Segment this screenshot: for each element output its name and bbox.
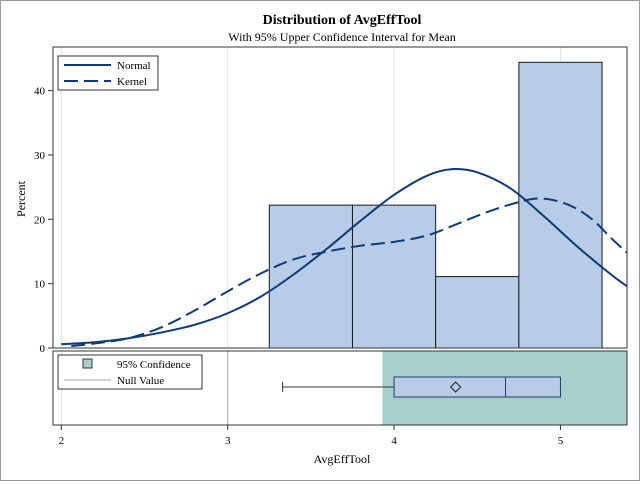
confidence-swatch bbox=[82, 358, 93, 369]
x-axis-label: AvgEffTool bbox=[314, 452, 371, 466]
y-axis: 0 10 20 30 40 bbox=[34, 86, 53, 355]
x-tick-label-3: 3 bbox=[225, 435, 231, 447]
lower-legend-box bbox=[57, 354, 203, 390]
histogram-bar-2 bbox=[435, 276, 520, 349]
density-curves bbox=[61, 167, 628, 348]
lower-legend: 95% Confidence Null Value bbox=[57, 354, 203, 390]
legend-normal-label: Normal bbox=[117, 60, 151, 72]
chart-title: Distribution of AvgEffTool bbox=[263, 13, 422, 28]
kernel-curve bbox=[71, 197, 628, 348]
x-axis: 2 3 4 5 bbox=[59, 425, 564, 447]
boxplot-box bbox=[393, 376, 561, 398]
normal-curve bbox=[61, 167, 628, 346]
legend-kernel-label: Kernel bbox=[117, 76, 147, 88]
confidence-label: 95% Confidence bbox=[117, 359, 191, 371]
legend-box bbox=[57, 55, 159, 91]
y-axis-label: Percent bbox=[14, 180, 28, 217]
null-value-label: Null Value bbox=[117, 375, 164, 387]
histogram-bars bbox=[268, 61, 603, 349]
chart-subtitle: With 95% Upper Confidence Interval for M… bbox=[228, 30, 455, 44]
legend: Normal Kernel bbox=[57, 55, 159, 91]
boxplot-mean-marker bbox=[449, 381, 462, 393]
x-tick-label-5: 5 bbox=[558, 435, 564, 447]
y-tick-label-10: 10 bbox=[34, 279, 46, 291]
y-tick-label-30: 30 bbox=[34, 150, 46, 162]
histogram-bar-0 bbox=[268, 204, 353, 349]
x-tick-label-2: 2 bbox=[59, 435, 65, 447]
upper-plot-border bbox=[52, 46, 628, 349]
y-tick-label-0: 0 bbox=[40, 343, 46, 355]
x-tick-label-4: 4 bbox=[391, 435, 397, 447]
histogram-bar-1 bbox=[351, 204, 437, 349]
y-tick-label-20: 20 bbox=[34, 214, 46, 226]
y-tick-label-40: 40 bbox=[34, 86, 46, 98]
lower-plot-border bbox=[52, 350, 628, 426]
